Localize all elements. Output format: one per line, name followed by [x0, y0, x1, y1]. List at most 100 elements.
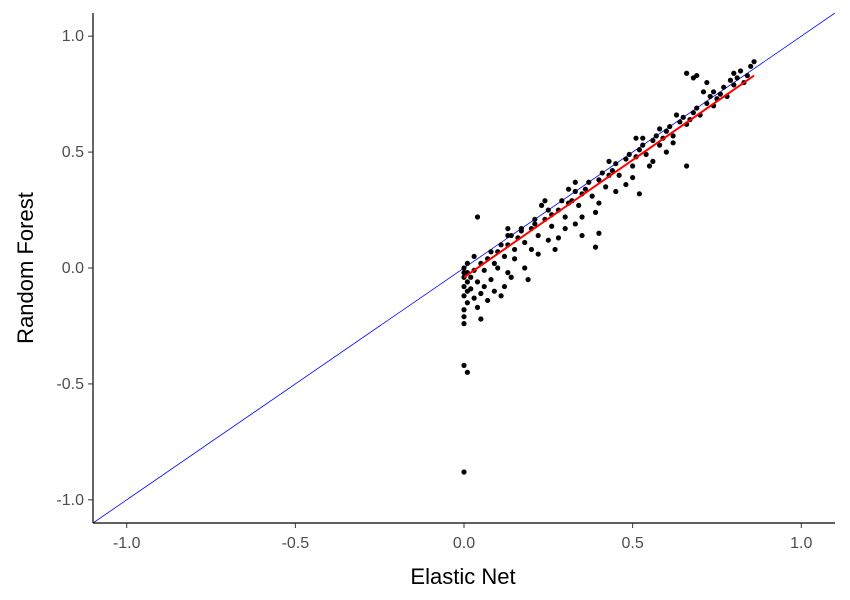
data-point — [545, 237, 551, 243]
data-point — [640, 142, 646, 148]
data-point — [623, 156, 629, 162]
data-point — [471, 295, 477, 301]
data-point — [599, 170, 605, 176]
data-point — [511, 246, 518, 253]
plot-area — [93, 13, 835, 523]
x-tick-label: 1.0 — [790, 535, 812, 552]
data-point — [562, 214, 568, 220]
data-point — [474, 279, 481, 285]
data-point — [731, 70, 737, 76]
data-point — [532, 221, 538, 227]
data-point — [535, 232, 541, 239]
data-point — [630, 163, 636, 169]
data-point — [505, 270, 511, 276]
x-tick-label: -1.0 — [113, 535, 141, 552]
data-point — [464, 260, 470, 266]
data-point — [491, 260, 497, 266]
data-point — [478, 290, 484, 297]
data-point — [646, 163, 653, 169]
data-point — [650, 137, 656, 144]
data-point — [657, 142, 663, 148]
x-tick-label: 0.0 — [453, 535, 475, 552]
data-point — [488, 276, 494, 283]
data-point — [596, 200, 602, 206]
data-point — [464, 369, 470, 375]
data-point — [498, 293, 504, 299]
data-point — [498, 242, 504, 248]
x-axis-title: Elastic Net — [410, 564, 515, 589]
data-point — [485, 297, 491, 304]
data-point — [657, 126, 663, 132]
data-point — [545, 207, 551, 213]
data-point — [636, 191, 642, 197]
data-point — [461, 307, 467, 313]
data-point — [609, 168, 616, 174]
data-point — [572, 179, 578, 185]
data-point — [640, 135, 646, 141]
data-point — [592, 244, 599, 250]
data-point — [744, 72, 750, 79]
data-point — [704, 100, 710, 107]
data-point — [582, 186, 589, 192]
data-point — [555, 235, 562, 241]
data-point — [538, 202, 545, 209]
data-point — [505, 225, 511, 232]
data-point — [636, 147, 642, 153]
data-point — [623, 181, 629, 188]
data-point — [670, 133, 676, 139]
data-point — [461, 265, 467, 271]
data-point — [461, 362, 467, 368]
data-point — [727, 77, 734, 83]
y-tick-label: -0.5 — [56, 376, 84, 393]
y-axis-ticks: -1.0 -0.5 0.0 0.5 1.0 — [56, 28, 93, 509]
data-point — [549, 223, 555, 229]
data-point — [626, 151, 632, 158]
data-point — [586, 179, 592, 185]
data-point — [751, 59, 757, 65]
regression-fit-line — [463, 74, 755, 279]
y-tick-label: 1.0 — [62, 28, 84, 45]
data-point — [572, 188, 578, 195]
data-point — [704, 79, 710, 86]
data-point — [613, 188, 619, 195]
data-point — [478, 316, 484, 322]
x-tick-label: -0.5 — [282, 535, 310, 552]
data-point — [630, 174, 636, 181]
y-tick-label: 0.0 — [62, 260, 84, 277]
data-point — [508, 274, 514, 280]
data-point — [592, 209, 599, 215]
data-point — [501, 283, 508, 290]
data-point — [589, 193, 595, 199]
data-point — [748, 63, 754, 69]
data-points — [461, 59, 757, 475]
data-point — [565, 186, 572, 192]
data-point — [667, 123, 673, 130]
data-point — [707, 93, 713, 100]
data-point — [616, 172, 622, 178]
data-point — [650, 158, 656, 164]
data-point — [464, 300, 470, 306]
data-point — [535, 251, 541, 257]
data-point — [491, 288, 497, 294]
data-point — [690, 110, 696, 116]
data-point — [721, 84, 727, 90]
data-point — [525, 276, 531, 283]
data-point — [680, 114, 686, 120]
data-point — [643, 151, 649, 158]
data-point — [481, 267, 487, 273]
data-point — [461, 293, 467, 299]
data-point — [684, 70, 690, 76]
data-point — [673, 112, 680, 118]
data-point — [603, 184, 609, 190]
data-point — [468, 286, 474, 292]
data-point — [461, 469, 467, 475]
data-point — [700, 89, 707, 95]
data-point — [663, 149, 669, 155]
data-point — [481, 283, 487, 290]
data-point — [663, 128, 669, 134]
data-point — [528, 246, 535, 253]
x-tick-label: 0.5 — [622, 535, 644, 552]
data-point — [468, 274, 474, 280]
data-point — [461, 270, 467, 276]
data-point — [606, 158, 612, 164]
